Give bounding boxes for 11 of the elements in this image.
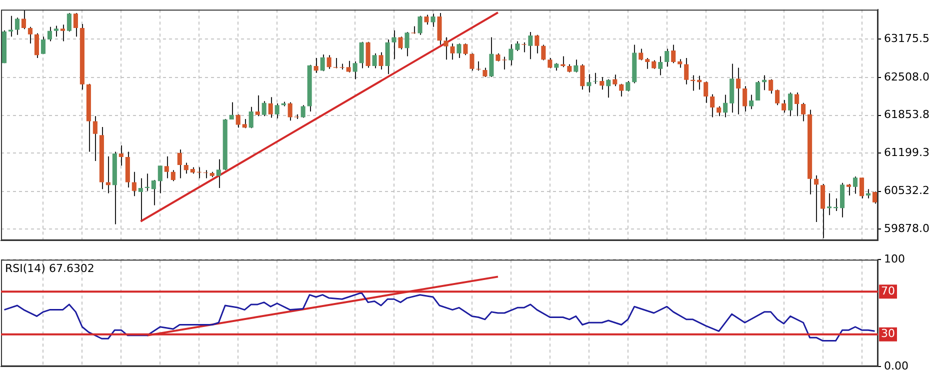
y-tick-label: 60532.2 <box>884 184 930 198</box>
y-tick-label: 0.00 <box>884 359 908 372</box>
y-tick-label: 61853.8 <box>884 108 930 122</box>
ref-line-label: 30 <box>881 327 895 340</box>
y-tick-label: 61199.3 <box>884 146 930 159</box>
y-tick-label: 59878.0 <box>884 222 930 235</box>
y-tick-label: 62508.0 <box>884 70 930 84</box>
y-tick-label: 100 <box>884 252 905 266</box>
chart-title: RSI(14) 67.6302 <box>5 262 94 275</box>
y-tick-label: 63175.5 <box>884 32 930 46</box>
ref-line-label: 70 <box>881 284 895 298</box>
